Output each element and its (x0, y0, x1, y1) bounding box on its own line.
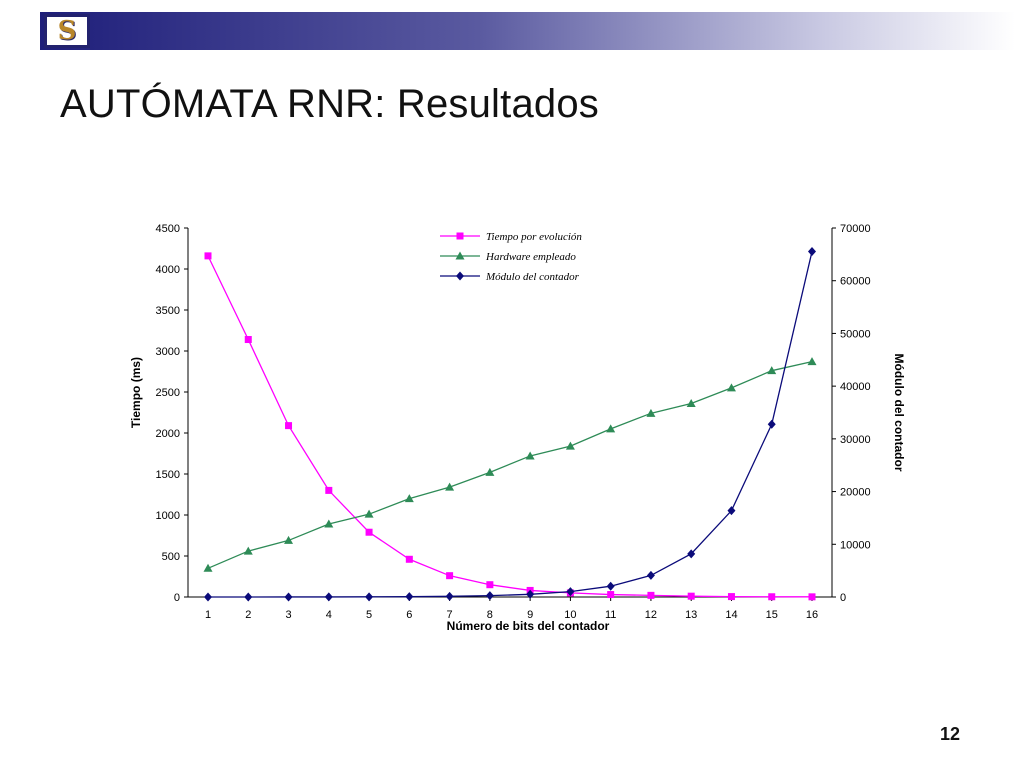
y-axis-label: Tiempo (ms) (129, 357, 143, 428)
series-3-point (646, 570, 655, 580)
x-tick-label: 5 (366, 609, 372, 621)
x-tick-label: 11 (605, 609, 616, 621)
left-tick-label: 3500 (156, 305, 180, 317)
series-1-point (687, 592, 695, 600)
legend-label: Hardware empleado (485, 251, 576, 263)
series-2-point (606, 424, 616, 433)
series-2-point (203, 563, 213, 572)
series-1-point (768, 593, 776, 601)
legend-marker (456, 232, 464, 240)
x-tick-label: 2 (245, 609, 251, 621)
slide-title: AUTÓMATA RNR: Resultados (60, 82, 599, 126)
university-logo: S (44, 14, 90, 48)
x-tick-label: 3 (285, 609, 291, 621)
series-3-point (284, 592, 293, 602)
series-3-point (526, 589, 535, 599)
x-tick-label: 14 (725, 609, 737, 621)
series-2-point (284, 535, 294, 544)
series-1-point (486, 581, 494, 589)
y2-axis-label: Módulo del contador (892, 354, 906, 472)
logo-glyph: S (57, 16, 77, 46)
series-3-point (485, 591, 494, 601)
series-1-point (647, 591, 655, 599)
x-tick-label: 1 (205, 609, 211, 621)
series-3-point (606, 581, 615, 591)
x-tick-label: 6 (406, 609, 412, 621)
series-3-point (687, 549, 696, 559)
left-tick-label: 500 (162, 551, 180, 563)
series-2-point (485, 467, 495, 476)
header-bar (40, 12, 1015, 50)
legend-label: Módulo del contador (485, 271, 580, 283)
x-tick-label: 15 (766, 609, 778, 621)
series-1-point (808, 593, 816, 601)
right-tick-label: 40000 (840, 381, 871, 393)
series-2-point (525, 451, 535, 460)
right-tick-label: 20000 (840, 487, 871, 499)
series-2-point (565, 441, 575, 450)
series-2-point (445, 482, 455, 491)
series-line-2 (207, 361, 813, 569)
series-1-point (244, 336, 252, 344)
left-tick-label: 2000 (156, 428, 180, 440)
page-number: 12 (939, 724, 961, 744)
series-2-point (646, 408, 656, 417)
x-tick-label: 16 (806, 609, 818, 621)
legend-marker (456, 271, 464, 281)
series-2-point (243, 546, 253, 555)
series-2-point (364, 509, 374, 518)
series-1-point (727, 593, 735, 601)
left-tick-label: 3000 (156, 346, 180, 358)
left-tick-label: 4000 (156, 264, 180, 276)
series-1-point (285, 422, 293, 430)
series-2-point (807, 357, 817, 366)
x-tick-label: 13 (685, 609, 697, 621)
series-3-point (767, 419, 776, 429)
left-tick-label: 1000 (156, 510, 180, 522)
x-tick-label: 10 (564, 609, 576, 621)
series-1-point (446, 572, 454, 580)
right-tick-label: 50000 (840, 328, 871, 340)
series-3-point (324, 592, 333, 602)
legend-label: Tiempo por evolución (486, 231, 582, 243)
x-tick-label: 8 (487, 609, 493, 621)
series-1-point (204, 252, 212, 260)
x-axis-label: Número de bits del contador (447, 619, 610, 633)
series-2-point (324, 519, 334, 528)
series-3-point (445, 591, 454, 601)
left-tick-label: 4500 (156, 223, 180, 235)
series-3-point (405, 592, 414, 602)
right-tick-label: 30000 (840, 434, 871, 446)
series-3-point (727, 506, 736, 516)
right-tick-label: 10000 (840, 539, 871, 551)
series-2-point (767, 366, 777, 375)
series-3-point (244, 592, 253, 602)
series-3-point (566, 587, 575, 597)
series-3-point (808, 247, 816, 257)
series-1-point (607, 591, 615, 599)
right-tick-label: 70000 (840, 223, 871, 235)
left-tick-label: 2500 (156, 387, 180, 399)
series-line-3 (207, 251, 813, 598)
series-3-point (204, 592, 212, 602)
left-tick-label: 0 (174, 592, 180, 604)
right-tick-label: 0 (840, 592, 846, 604)
x-tick-label: 4 (326, 609, 332, 621)
x-tick-label: 12 (645, 609, 657, 621)
x-tick-label: 7 (447, 609, 453, 621)
left-tick-label: 1500 (156, 469, 180, 481)
series-1-point (325, 486, 333, 494)
x-tick-label: 9 (527, 609, 533, 621)
series-3-point (365, 592, 374, 602)
series-2-point (726, 383, 736, 392)
series-2-point (686, 398, 696, 407)
series-1-point (405, 555, 413, 563)
series-1-point (365, 528, 373, 536)
series-line-1 (207, 255, 813, 598)
right-tick-label: 60000 (840, 276, 871, 288)
series-2-point (404, 494, 414, 503)
legend-marker (455, 251, 465, 260)
